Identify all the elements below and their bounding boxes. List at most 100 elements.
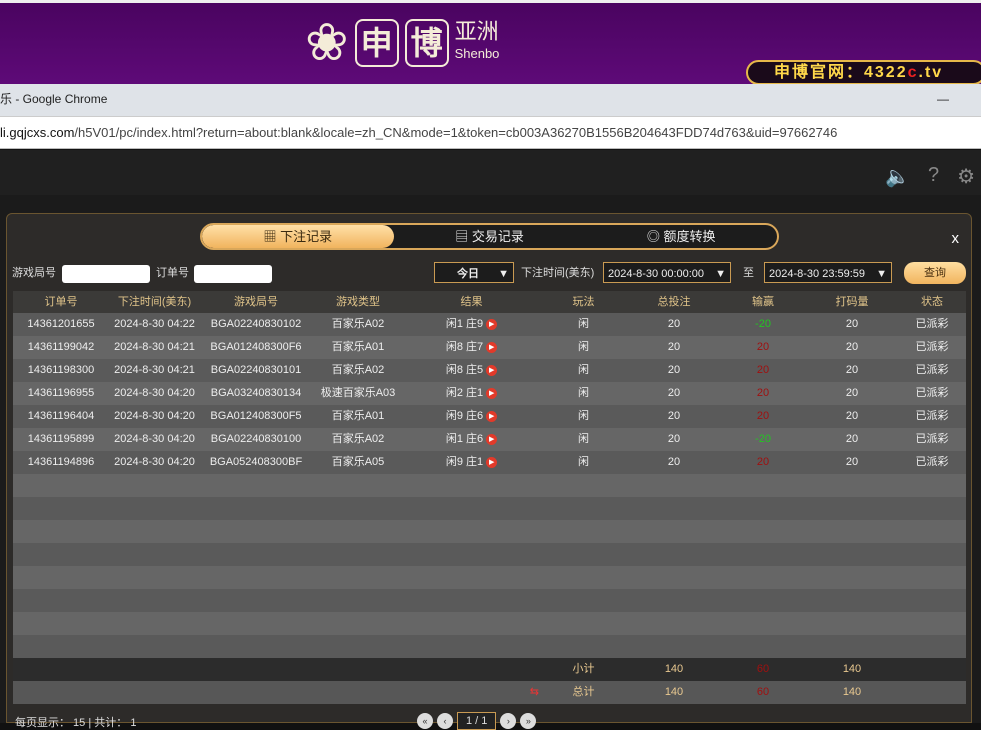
tab-transactions[interactable]: ▤ 交易记录 xyxy=(394,225,586,248)
table-cell xyxy=(13,497,109,520)
table-cell: BGA03240830134 xyxy=(200,382,312,405)
play-replay-icon[interactable]: ▶ xyxy=(486,341,498,353)
cell-text: 14361196404 xyxy=(27,410,95,422)
play-replay-icon[interactable]: ▶ xyxy=(486,433,498,445)
table-cell: 2024-8-30 04:20 xyxy=(109,382,200,405)
document-icon: ▤ xyxy=(455,229,472,244)
table-cell xyxy=(312,589,404,612)
cell-text: 20 xyxy=(845,318,859,330)
table-cell: 闲9 庄1 ▶ xyxy=(404,451,539,474)
tab-bet-records[interactable]: ▦ 下注记录 xyxy=(202,225,394,248)
cell-text: 20 xyxy=(845,410,859,422)
cell-text: 闲 xyxy=(578,433,589,445)
cell-text: 2024-8-30 04:20 xyxy=(114,410,195,422)
first-page-icon[interactable]: « xyxy=(417,713,433,729)
period-select[interactable]: 今日 ▼ xyxy=(434,262,514,283)
subtotal-winloss: 60 xyxy=(756,663,770,675)
round-input[interactable] xyxy=(62,265,150,283)
prev-page-icon[interactable]: ‹ xyxy=(437,713,453,729)
table-cell xyxy=(404,543,539,566)
column-header: 打码量 xyxy=(835,296,869,308)
close-button[interactable]: x xyxy=(951,230,960,247)
table-cell xyxy=(404,497,539,520)
table-cell xyxy=(898,497,966,520)
cell-text: 14361201655 xyxy=(27,318,95,330)
minimize-button[interactable]: — xyxy=(937,92,949,106)
table-cell xyxy=(109,635,200,658)
play-replay-icon[interactable]: ▶ xyxy=(486,456,498,468)
refresh-icon[interactable]: ⇆ xyxy=(529,686,539,698)
end-date-select[interactable]: 2024-8-30 23:59:59 ▼ xyxy=(764,262,892,283)
cell-text: 已派彩 xyxy=(915,410,949,422)
cell-text: 已派彩 xyxy=(915,433,949,445)
table-cell xyxy=(539,589,628,612)
table-cell: 20 xyxy=(628,428,720,451)
table-cell xyxy=(720,612,806,635)
table-cell xyxy=(806,612,898,635)
table-cell xyxy=(720,589,806,612)
cell-text: 已派彩 xyxy=(915,456,949,468)
table-cell xyxy=(898,520,966,543)
table-cell xyxy=(312,497,404,520)
cell-text: 2024-8-30 04:21 xyxy=(114,341,195,353)
table-cell xyxy=(13,635,109,658)
order-input[interactable] xyxy=(194,265,272,283)
cell-text: 20 xyxy=(756,410,770,422)
table-cell xyxy=(806,497,898,520)
table-cell: 20 xyxy=(806,382,898,405)
table-row: 14361194896 2024-8-30 04:20 BGA052408300BF… xyxy=(13,451,966,474)
table-row: 14361198300 2024-8-30 04:21 BGA02240830101… xyxy=(13,359,966,382)
site-c: c xyxy=(907,64,919,81)
tab-transfer[interactable]: ◎ 额度转换 xyxy=(585,225,777,248)
cell-text: 20 xyxy=(667,410,681,422)
play-replay-icon[interactable]: ▶ xyxy=(486,387,498,399)
play-replay-icon[interactable]: ▶ xyxy=(486,318,498,330)
cell-text: BGA02240830100 xyxy=(210,433,302,445)
table-cell: BGA02240830102 xyxy=(200,313,312,336)
tab-label: 交易记录 xyxy=(471,229,524,244)
time-label: 下注时间(美东) xyxy=(521,267,595,279)
site-banner: ❀ 申 博 亚洲 Shenbo 申博官网：4322c.tv xyxy=(0,0,981,85)
cell-text: 百家乐A01 xyxy=(331,341,385,353)
start-date-select[interactable]: 2024-8-30 00:00:00 ▼ xyxy=(603,262,731,283)
cell-text: 闲 xyxy=(578,341,589,353)
table-cell: 闲 xyxy=(539,382,628,405)
table-cell: 2024-8-30 04:21 xyxy=(109,336,200,359)
table-cell xyxy=(109,612,200,635)
address-bar[interactable]: li.gqjcxs.com/h5V01/pc/index.html?return… xyxy=(0,116,981,149)
column-header: 订单号 xyxy=(44,296,78,308)
query-button[interactable]: 查询 xyxy=(904,262,966,284)
table-cell xyxy=(13,474,109,497)
coins-icon: ◎ xyxy=(646,229,664,244)
table-cell: 20 xyxy=(806,359,898,382)
play-replay-icon[interactable]: ▶ xyxy=(486,410,498,422)
table-row: 14361195899 2024-8-30 04:20 BGA02240830100… xyxy=(13,428,966,451)
speaker-icon[interactable]: 🔈 xyxy=(885,166,910,188)
cell-text: 20 xyxy=(667,456,681,468)
column-header: 游戏类型 xyxy=(336,296,380,308)
cell-text: 闲 xyxy=(578,387,589,399)
table-cell xyxy=(539,635,628,658)
page-indicator[interactable]: 1 / 1 xyxy=(457,712,497,730)
cell-text: 百家乐A02 xyxy=(331,364,385,376)
help-icon[interactable]: ? xyxy=(927,164,940,186)
table-cell: 闲8 庄7 ▶ xyxy=(404,336,539,359)
table-cell xyxy=(404,635,539,658)
start-value: 2024-8-30 00:00:00 xyxy=(608,268,705,280)
last-page-icon[interactable]: » xyxy=(520,713,537,729)
next-page-icon[interactable]: › xyxy=(500,713,517,729)
play-replay-icon[interactable]: ▶ xyxy=(486,364,498,376)
table-cell: 闲 xyxy=(539,451,628,474)
cell-text: 20 xyxy=(667,387,681,399)
cell-text: 20 xyxy=(756,341,770,353)
table-cell xyxy=(898,635,966,658)
cell-text: 已派彩 xyxy=(915,341,949,353)
gear-icon[interactable]: ⚙ xyxy=(957,166,975,188)
empty-row xyxy=(13,589,966,612)
cell-text: 20 xyxy=(667,341,681,353)
table-cell: 2024-8-30 04:20 xyxy=(109,405,200,428)
table-cell: 20 xyxy=(806,451,898,474)
table-cell: 14361201655 xyxy=(13,313,109,336)
total-bet: 140 xyxy=(664,686,684,698)
table-cell xyxy=(312,566,404,589)
